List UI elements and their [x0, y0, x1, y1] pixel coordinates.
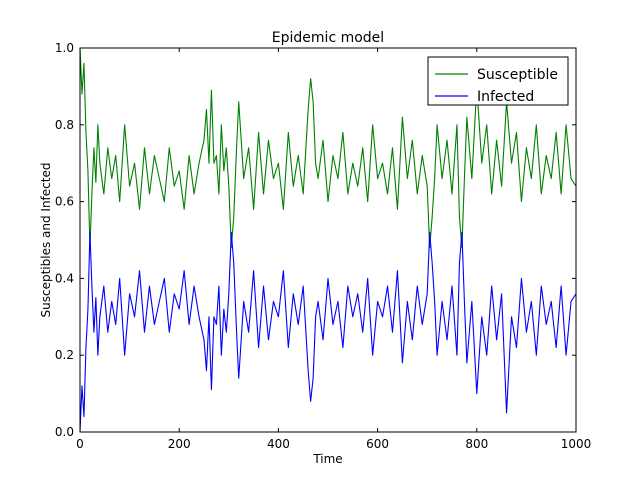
y-axis-label: Susceptibles and Infected [39, 163, 53, 318]
y-axis: 0.0 0.2 0.4 0.6 0.8 1.0 [55, 41, 576, 439]
x-tick-label: 800 [465, 437, 488, 451]
y-tick-label: 1.0 [55, 41, 74, 55]
legend-box [427, 56, 569, 106]
x-tick-label: 600 [366, 437, 389, 451]
series-line-infected [79, 231, 577, 433]
chart-title: Epidemic model [272, 30, 384, 46]
y-tick-label: 0.8 [55, 118, 74, 132]
plot-area [80, 48, 576, 432]
y-tick-label: 0.4 [55, 271, 74, 285]
x-tick-label: 1000 [561, 437, 592, 451]
x-axis: 0 200 400 600 800 1000 [76, 48, 591, 451]
x-tick-label: 0 [76, 437, 84, 451]
legend: Susceptible Infected [427, 56, 569, 106]
y-tick-label: 0.0 [55, 425, 74, 439]
y-tick-label: 0.6 [55, 195, 74, 209]
legend-label-susceptible: Susceptible [477, 67, 558, 83]
plot-background [80, 48, 576, 432]
x-tick-label: 200 [168, 437, 191, 451]
plot-frame [79, 47, 577, 433]
x-axis-label: Time [312, 452, 342, 466]
legend-label-infected: Infected [477, 89, 534, 105]
y-tick-label: 0.2 [55, 348, 74, 362]
x-tick-label: 400 [267, 437, 290, 451]
